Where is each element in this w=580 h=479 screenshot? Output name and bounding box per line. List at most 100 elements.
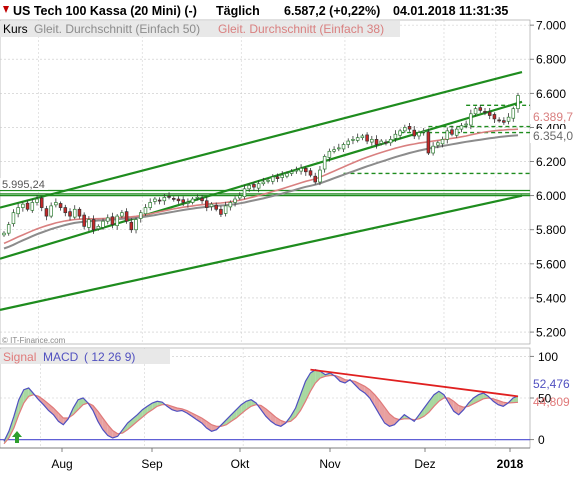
- macd-legend-bg: [0, 349, 170, 364]
- macd-fill-segment: [97, 411, 103, 430]
- candle: [431, 145, 435, 154]
- candle: [68, 211, 72, 217]
- candle: [412, 129, 417, 137]
- macd-fill-segment: [147, 403, 153, 413]
- down-arrow-icon: [3, 6, 9, 13]
- candle: [21, 203, 25, 208]
- candle: [171, 198, 176, 200]
- candle: [242, 188, 247, 198]
- candle: [327, 150, 332, 158]
- candle: [35, 198, 39, 203]
- candle: [49, 205, 53, 217]
- candle: [195, 196, 200, 199]
- candle: [384, 141, 388, 144]
- candle: [403, 127, 407, 132]
- candle: [233, 198, 237, 203]
- candle: [407, 126, 412, 130]
- candle: [16, 207, 20, 215]
- x-tick-label: Aug: [51, 457, 72, 471]
- candle: [308, 170, 313, 176]
- candle: [223, 205, 228, 214]
- candle: [421, 130, 426, 133]
- watermark: © IT-Finance.com: [2, 336, 66, 345]
- legend-sma50: Gleit. Durchschnitt (Einfach 50): [34, 22, 200, 36]
- candle: [162, 196, 167, 202]
- candle: [318, 169, 322, 183]
- candle: [483, 111, 487, 113]
- candle: [96, 225, 101, 230]
- candle: [91, 219, 96, 231]
- x-tick-label: Nov: [319, 457, 340, 471]
- candle: [72, 208, 77, 218]
- macd-fill-segment: [414, 414, 420, 422]
- candle: [337, 147, 341, 150]
- candle: [167, 195, 171, 198]
- macd-y-axis: 100 50 0: [530, 350, 558, 447]
- legend-kurs: Kurs: [3, 22, 28, 36]
- macd-fill-segment: [132, 414, 138, 426]
- interval-label: Täglich: [216, 4, 260, 18]
- candle: [256, 183, 261, 189]
- macd-fill-segment: [201, 418, 207, 428]
- candle: [393, 133, 398, 139]
- candle: [487, 111, 492, 116]
- macd-fill-segment: [137, 409, 143, 422]
- candle: [497, 119, 501, 122]
- candle: [261, 181, 266, 185]
- candle: [346, 140, 351, 145]
- sma38-value-tag: [530, 110, 580, 124]
- macd-fill-segment: [448, 398, 454, 412]
- candle: [205, 200, 209, 208]
- price-tick-label: 6.800: [536, 53, 566, 67]
- candle: [492, 114, 497, 120]
- sma50-value-tag: [530, 129, 580, 143]
- macd-fill-segment: [458, 405, 464, 415]
- candle: [511, 108, 516, 119]
- candle: [82, 214, 86, 227]
- legend-sma38: Gleit. Durchschnitt (Einfach 38): [218, 22, 384, 36]
- candle: [516, 95, 520, 110]
- candle: [436, 142, 440, 146]
- candle: [214, 204, 218, 210]
- candle: [280, 174, 284, 178]
- macd-tick-label: 0: [538, 433, 545, 447]
- macd-fill-segment: [315, 369, 321, 383]
- x-axis: Aug Sep Okt Nov Dez 2018: [0, 447, 530, 471]
- legend-background: [0, 21, 400, 37]
- macd-fill-segment: [23, 388, 29, 403]
- candle: [134, 219, 138, 231]
- price-tick-label: 5.200: [536, 326, 566, 340]
- candle: [228, 202, 233, 208]
- macd-fill-segment: [38, 396, 44, 405]
- x-tick-label: 2018: [497, 457, 524, 471]
- candle: [454, 128, 459, 136]
- candle: [417, 132, 421, 137]
- candle: [238, 195, 242, 199]
- macd-lines: [3, 368, 519, 445]
- candle: [252, 184, 256, 188]
- candle: [285, 173, 289, 177]
- macd-label: MACD: [43, 350, 79, 364]
- macd-trend-line: [310, 368, 519, 398]
- candle: [44, 208, 49, 217]
- level-label-bg: [0, 178, 48, 190]
- candle: [101, 220, 105, 228]
- candle: [332, 149, 336, 152]
- candle: [209, 203, 214, 207]
- candle: [129, 221, 134, 231]
- macd-tick-label: 100: [538, 350, 558, 364]
- channel-line-middle: [0, 100, 523, 260]
- price-tick-label: 6.000: [536, 189, 566, 203]
- candle: [469, 113, 473, 126]
- candle: [459, 125, 464, 130]
- candle: [138, 212, 143, 219]
- candle: [473, 108, 478, 115]
- candle: [124, 211, 129, 222]
- channel-line-lower: [0, 194, 523, 311]
- candle: [181, 199, 185, 203]
- candle: [360, 135, 365, 139]
- candle: [341, 144, 346, 150]
- candle: [271, 176, 275, 182]
- datetime-label: 04.01.2018 11:31:35: [393, 4, 508, 18]
- candle: [502, 120, 506, 123]
